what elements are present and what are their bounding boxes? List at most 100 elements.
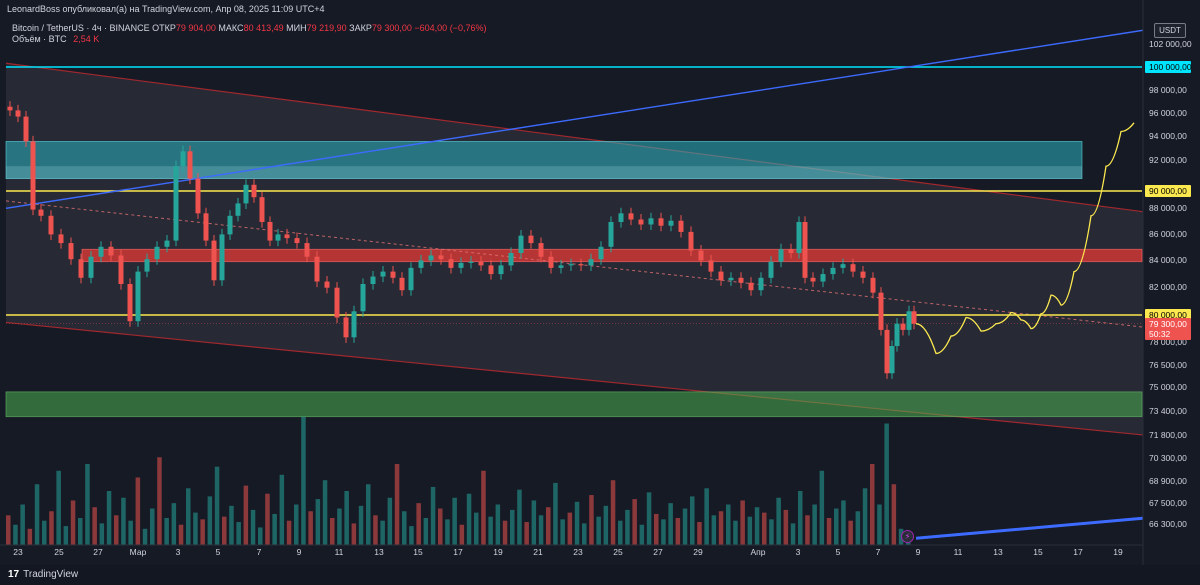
candle-body — [568, 264, 574, 266]
tradingview-logo: 17 TradingView — [8, 569, 78, 580]
volume-bar — [697, 522, 702, 545]
tv-logo-text: TradingView — [23, 569, 79, 580]
volume-bar — [337, 508, 342, 545]
volume-bar — [394, 464, 400, 545]
volume-bar — [862, 488, 868, 545]
volume-bar — [762, 512, 767, 545]
volume-bar — [366, 484, 371, 545]
volume-bar — [430, 486, 436, 545]
volume-bar — [610, 480, 616, 545]
resistance-zone — [81, 248, 1143, 263]
volume-bar — [70, 500, 76, 545]
candle-body — [314, 256, 320, 282]
currency-button[interactable]: USDT — [1154, 23, 1186, 38]
y-tick-label: 75 000,00 — [1149, 382, 1187, 392]
volume-bar — [776, 497, 781, 545]
candle-body — [380, 271, 386, 277]
volume-bar — [639, 524, 645, 545]
volume-bar — [416, 503, 421, 545]
channel-upper-line — [5, 62, 1147, 213]
volume-bar — [560, 519, 565, 545]
candle-body — [810, 277, 816, 282]
y-tick-label: 102 000,00 — [1149, 39, 1192, 49]
volume-bar — [718, 511, 724, 545]
x-tick-label: 19 — [493, 547, 503, 557]
ohlc-legend[interactable]: Bitcoin / TetherUS · 4ч · BINANCE ОТКР79… — [12, 23, 486, 33]
candle-body — [448, 259, 454, 268]
candle-body — [911, 311, 917, 324]
volume-bar — [567, 512, 573, 545]
candle-body — [48, 215, 54, 235]
volume-bar — [438, 508, 443, 545]
candle-body — [830, 267, 836, 275]
candle-body — [708, 260, 714, 272]
volume-bar — [423, 518, 429, 545]
x-tick-label: 15 — [1033, 547, 1043, 557]
candle-body — [399, 277, 405, 291]
volume-bar — [63, 526, 69, 545]
candle-body — [428, 255, 434, 261]
candle-body — [275, 234, 281, 241]
volume-bar — [200, 519, 205, 545]
candle-body — [30, 141, 36, 210]
y-tick-label: 73 400,00 — [1149, 406, 1187, 416]
volume-legend[interactable]: Объём · BTC 2,54 K — [12, 34, 99, 44]
candle-body — [478, 261, 484, 266]
price-tag-label: 100 000,00 — [1149, 62, 1192, 72]
candle-body — [718, 271, 724, 281]
volume-bar — [848, 520, 853, 545]
price-tag-bg — [1145, 318, 1191, 330]
price-axis[interactable]: 102 000,00 98 000,00 96 000,00 94 000,00 92 … — [1142, 0, 1200, 565]
y-tick-label: 70 300,00 — [1149, 453, 1187, 463]
bolt-icon[interactable]: ⚡ — [901, 530, 914, 543]
volume-bar — [387, 497, 393, 545]
volume-bar — [805, 515, 810, 545]
volume-bar — [445, 519, 450, 545]
high-label: МАКС — [218, 23, 244, 33]
x-tick-label: 25 — [54, 547, 64, 557]
volume-bar — [538, 515, 544, 545]
low-label: МИН — [286, 23, 307, 33]
volume-bar — [704, 488, 709, 545]
volume-bar — [589, 495, 594, 545]
candle-body — [598, 246, 604, 260]
volume-bar — [99, 523, 105, 545]
y-tick-label: 98 000,00 — [1149, 85, 1187, 95]
candle-body — [144, 259, 150, 272]
candle-body — [324, 281, 330, 288]
candle-body — [351, 311, 357, 338]
symbol-name[interactable]: Bitcoin / TetherUS · 4ч · BINANCE — [12, 23, 150, 33]
demand-zone — [5, 391, 1143, 418]
candle-body — [840, 264, 846, 268]
y-tick-label: 94 000,00 — [1149, 131, 1187, 141]
candle-body — [211, 240, 217, 281]
volume-bar — [373, 515, 378, 545]
volume-bar — [214, 466, 220, 545]
volume-bar — [783, 509, 789, 545]
volume-bar — [207, 496, 213, 545]
volume-bar — [157, 457, 162, 545]
y-tick-label: 82 000,00 — [1149, 282, 1187, 292]
volume-bar — [222, 516, 227, 545]
volume-bar — [272, 513, 277, 545]
x-tick-label: 21 — [533, 547, 543, 557]
candle-body — [508, 253, 514, 266]
time-axis[interactable]: 23 25 27 Мар 3 5 7 9 11 13 15 17 19 21 23 25 27 29 Апр 3 5 7 9… — [0, 544, 1143, 557]
candle-body — [468, 261, 474, 263]
candle-body — [748, 282, 754, 291]
volume-bar — [517, 489, 522, 545]
candle-body — [778, 249, 784, 262]
y-tick-label: 68 900,00 — [1149, 476, 1187, 486]
candle-body — [758, 277, 764, 291]
volume-bar — [812, 504, 817, 545]
candle-body — [15, 110, 21, 117]
candle-body — [108, 246, 114, 256]
x-tick-label: 5 — [216, 547, 221, 557]
candle-body — [906, 311, 912, 330]
volume-bar — [92, 507, 97, 545]
volume-bar — [344, 491, 349, 545]
candle-body — [68, 243, 74, 260]
x-tick-label: Апр — [751, 547, 766, 557]
x-tick-label: 29 — [693, 547, 703, 557]
